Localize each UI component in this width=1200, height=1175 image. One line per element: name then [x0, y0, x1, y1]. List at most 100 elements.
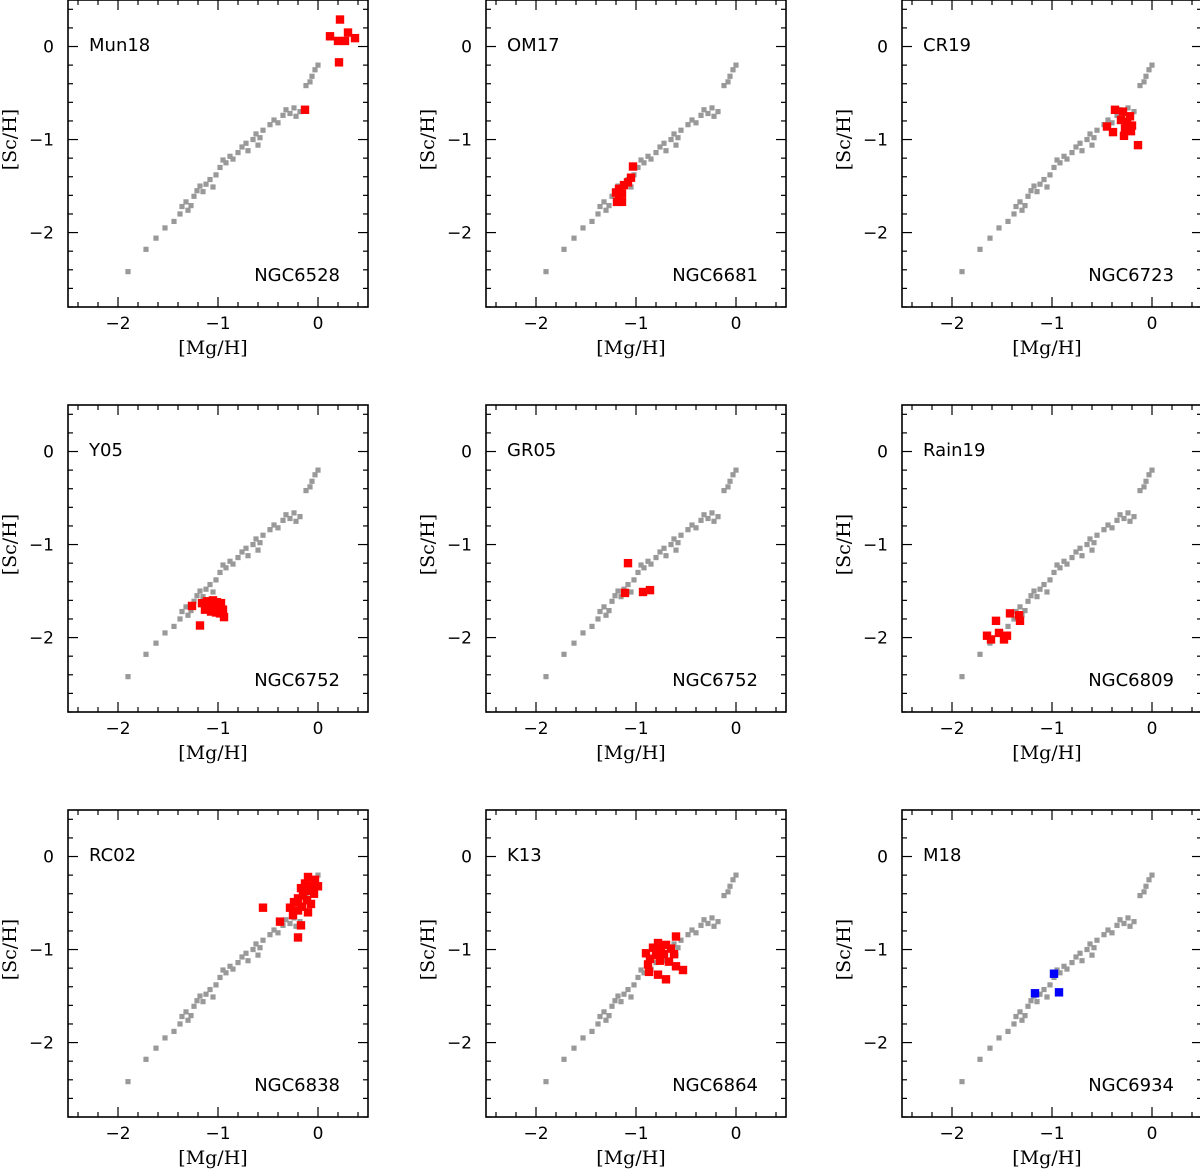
cluster-point: [641, 949, 651, 958]
reference-point: [601, 604, 607, 610]
reference-point: [1025, 598, 1031, 604]
cluster-label: NGC6934: [1088, 1075, 1174, 1096]
panel-k13: −2 −1 0 0 −1 −2 [Mg/H] [Sc/H] K13 NGC6864: [417, 809, 787, 1169]
source-label: OM17: [507, 35, 560, 56]
reference-point: [303, 82, 309, 89]
cluster-point: [1014, 611, 1024, 620]
reference-point: [235, 554, 241, 561]
reference-point: [725, 484, 731, 490]
reference-point: [571, 640, 577, 646]
cluster-point: [195, 621, 205, 630]
y-tick-label: 0: [877, 38, 888, 58]
source-label: M18: [923, 845, 961, 866]
reference-point: [698, 112, 704, 118]
reference-point: [705, 110, 711, 117]
y-tick-label: 0: [43, 443, 54, 463]
reference-point: [1127, 923, 1133, 929]
reference-point: [143, 1056, 149, 1062]
cluster-point: [275, 917, 285, 926]
reference-point: [177, 616, 183, 622]
reference-point: [1037, 586, 1043, 592]
x-tick-label: −1: [623, 314, 648, 334]
reference-point: [1064, 561, 1070, 567]
reference-point: [191, 1003, 197, 1009]
cluster-point: [300, 105, 310, 114]
cluster-point: [202, 597, 212, 606]
reference-point: [1117, 917, 1123, 923]
reference-point: [589, 1028, 595, 1035]
cluster-point: [1127, 121, 1137, 130]
reference-point: [1011, 616, 1017, 622]
reference-point: [678, 532, 684, 538]
reference-point: [185, 207, 191, 213]
reference-point: [191, 598, 197, 604]
source-label: GR05: [507, 440, 556, 461]
reference-point: [243, 140, 249, 146]
x-tick-label: −2: [939, 719, 964, 739]
reference-point: [315, 62, 321, 68]
reference-point: [260, 937, 266, 943]
x-tick-label: −2: [105, 719, 130, 739]
cluster-point: [1116, 115, 1126, 125]
cluster-point: [310, 875, 320, 884]
reference-point: [253, 941, 259, 947]
reference-point: [1137, 82, 1143, 89]
reference-point: [197, 183, 203, 189]
reference-point: [678, 127, 684, 133]
reference-point: [197, 588, 203, 594]
reference-point: [603, 207, 609, 213]
reference-point: [1073, 549, 1079, 555]
reference-point: [1057, 160, 1063, 166]
cluster-point: [1102, 122, 1112, 131]
reference-point: [271, 927, 277, 933]
reference-point: [197, 993, 203, 999]
reference-point: [230, 156, 236, 162]
reference-point: [711, 113, 717, 119]
reference-point: [638, 562, 644, 568]
reference-point: [1109, 120, 1115, 126]
reference-point: [1028, 188, 1034, 194]
reference-point: [207, 986, 213, 993]
reference-point: [275, 525, 281, 531]
y-tick-label: −2: [863, 629, 888, 649]
reference-point: [1017, 1009, 1023, 1015]
reference-point: [657, 549, 663, 555]
cluster-point: [325, 32, 335, 41]
reference-point: [153, 1045, 159, 1051]
cluster-point: [296, 883, 306, 893]
x-tick-label: −1: [1039, 719, 1064, 739]
reference-point: [1091, 135, 1097, 141]
reference-point: [283, 512, 289, 518]
reference-point: [1069, 959, 1075, 966]
cluster-point: [289, 897, 299, 907]
reference-point: [725, 889, 731, 895]
reference-point: [217, 974, 223, 981]
reference-point: [1028, 593, 1034, 599]
cluster-point: [1119, 131, 1129, 141]
reference-point: [628, 994, 634, 1000]
reference-point: [653, 149, 659, 156]
reference-point: [1125, 510, 1131, 516]
cluster-point: [620, 588, 630, 598]
reference-point: [1141, 484, 1147, 490]
y-axis-label: [Sc/H]: [0, 514, 21, 575]
cluster-point: [645, 585, 655, 595]
panel-rain19: −2 −1 0 0 −1 −2 [Mg/H] [Sc/H] Rain19 NGC6809: [833, 404, 1200, 764]
x-tick-label: −1: [205, 719, 230, 739]
reference-point: [671, 941, 677, 947]
reference-point: [1013, 203, 1019, 210]
x-tick-label: −2: [939, 1124, 964, 1144]
reference-point: [1013, 1013, 1019, 1020]
cluster-point: [655, 956, 665, 965]
reference-point: [210, 589, 216, 595]
reference-point: [959, 269, 965, 275]
reference-point: [307, 79, 313, 85]
reference-point: [275, 930, 281, 936]
reference-point: [207, 176, 213, 183]
cluster-point: [200, 605, 210, 614]
reference-point: [162, 630, 168, 636]
reference-point: [243, 950, 249, 956]
reference-point: [188, 202, 194, 209]
reference-point: [183, 1009, 189, 1015]
reference-point: [200, 594, 206, 600]
